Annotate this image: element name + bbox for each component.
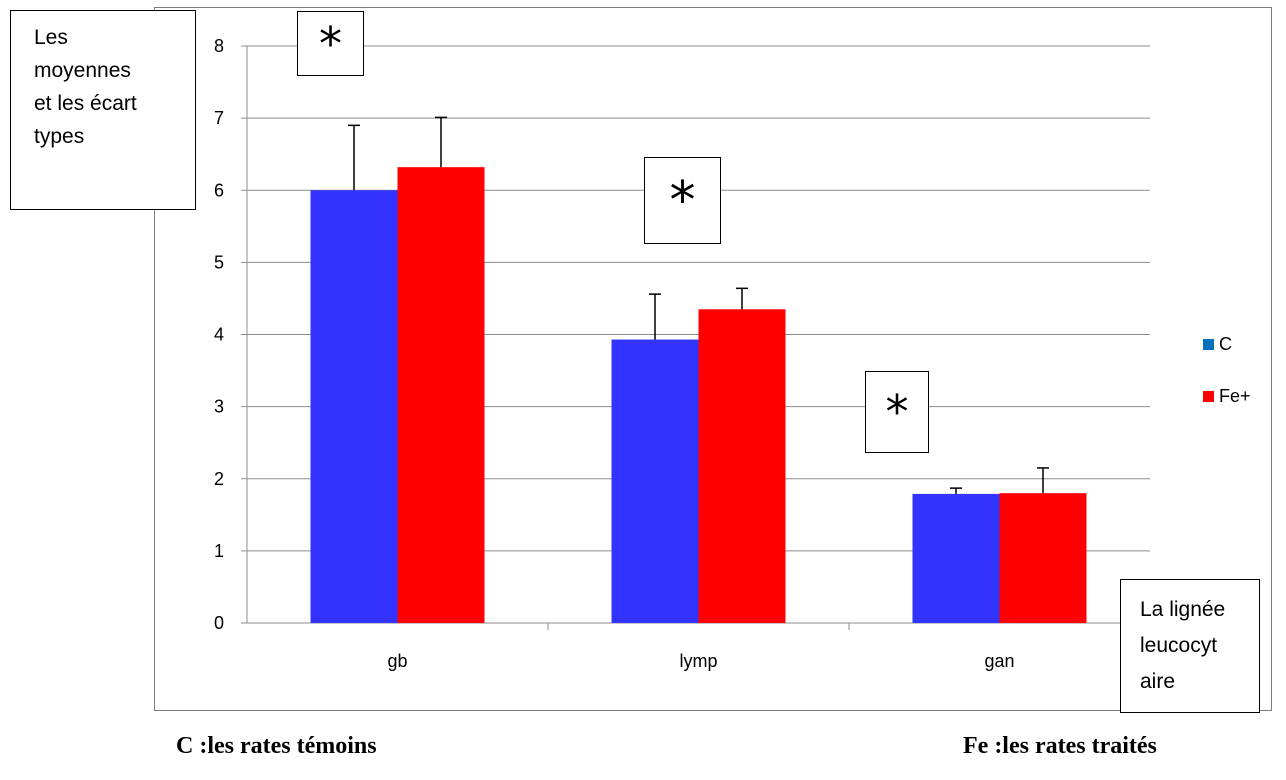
y-tick-label: 6 bbox=[214, 180, 224, 200]
y-axis-label-line: Les bbox=[34, 26, 68, 49]
legend-swatch-fe bbox=[1203, 391, 1214, 402]
y-tick-label: 1 bbox=[214, 541, 224, 561]
footnote-treated: Fe :les rates traités bbox=[963, 733, 1157, 759]
y-tick-label: 8 bbox=[214, 36, 224, 56]
bar-Fe+-lymp bbox=[698, 309, 786, 623]
significance-star-gb: * bbox=[297, 11, 364, 76]
x-axis-label-line: aire bbox=[1140, 670, 1176, 693]
legend-label-c: C bbox=[1219, 334, 1232, 354]
y-tick-label: 0 bbox=[214, 613, 224, 633]
footnote-control: C :les rates témoins bbox=[176, 733, 377, 759]
y-axis-label-box: Les moyennes et les écart types bbox=[10, 10, 196, 210]
y-tick-label: 5 bbox=[214, 252, 224, 272]
y-tick-label: 3 bbox=[214, 397, 224, 417]
bar-C-gan bbox=[912, 493, 1000, 623]
legend-item-c: C bbox=[1203, 334, 1232, 355]
x-axis-label-box: La lignée leucocyt aire bbox=[1120, 579, 1260, 713]
bar-C-gb bbox=[310, 190, 398, 623]
x-tick-label: gb bbox=[387, 651, 407, 671]
x-tick-label: gan bbox=[984, 651, 1014, 671]
y-tick-label: 4 bbox=[214, 325, 224, 345]
x-axis-label-line: La lignée bbox=[1140, 598, 1226, 621]
x-tick-label: lymp bbox=[679, 651, 717, 671]
legend-item-fe: Fe+ bbox=[1203, 386, 1251, 407]
x-axis-label-line: leucocyt bbox=[1140, 634, 1218, 657]
significance-star-gan: * bbox=[865, 371, 929, 453]
significance-star-lymp: * bbox=[644, 157, 721, 244]
y-axis-label-line: et les écart bbox=[34, 92, 137, 115]
y-tick-label: 2 bbox=[214, 469, 224, 489]
y-tick-label: 7 bbox=[214, 108, 224, 128]
legend-swatch-c bbox=[1203, 339, 1214, 350]
legend-label-fe: Fe+ bbox=[1219, 386, 1251, 406]
bar-Fe+-gan bbox=[999, 493, 1087, 623]
bar-C-lymp bbox=[611, 339, 699, 623]
y-axis-label-line: types bbox=[34, 125, 85, 148]
chart-frame bbox=[154, 7, 1272, 711]
bar-Fe+-gb bbox=[397, 167, 485, 624]
y-axis-label-line: moyennes bbox=[34, 59, 131, 82]
